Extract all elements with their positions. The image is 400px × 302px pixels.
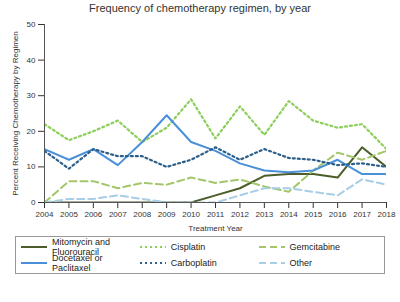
svg-text:2005: 2005 bbox=[60, 210, 78, 219]
svg-text:2004: 2004 bbox=[36, 210, 54, 219]
svg-text:Percent Receiving Chemotherapy: Percent Receiving Chemotherapy by Regime… bbox=[11, 31, 20, 196]
html-text:Gemcitabine: Gemcitabine bbox=[289, 242, 341, 252]
html-text:Other: Other bbox=[289, 258, 313, 268]
html-text:Mitomycin and Fluorouracil: Mitomycin and Fluorouracil bbox=[52, 237, 110, 257]
svg-text:2015: 2015 bbox=[304, 210, 322, 219]
svg-text:2016: 2016 bbox=[329, 210, 347, 219]
svg-text:2006: 2006 bbox=[84, 210, 102, 219]
svg-text:2014: 2014 bbox=[280, 210, 298, 219]
svg-text:2007: 2007 bbox=[109, 210, 127, 219]
svg-text:40: 40 bbox=[27, 56, 36, 65]
svg-text:20: 20 bbox=[27, 127, 36, 136]
svg-text:2017: 2017 bbox=[353, 210, 371, 219]
svg-text:2012: 2012 bbox=[231, 210, 249, 219]
svg-text:2009: 2009 bbox=[158, 210, 176, 219]
html-text:Cisplatin: Cisplatin bbox=[170, 242, 206, 252]
svg-text:2011: 2011 bbox=[207, 210, 225, 219]
svg-text:0: 0 bbox=[31, 198, 36, 207]
html-text:Docetaxel or Paclitaxel: Docetaxel or Paclitaxel bbox=[52, 253, 103, 273]
svg-text:2008: 2008 bbox=[133, 210, 151, 219]
svg-text:2010: 2010 bbox=[182, 210, 200, 219]
html-text:Carboplatin: Carboplatin bbox=[170, 258, 217, 268]
svg-text:10: 10 bbox=[27, 162, 36, 171]
svg-text:30: 30 bbox=[27, 91, 36, 100]
svg-text:50: 50 bbox=[27, 20, 36, 29]
svg-text:2018: 2018 bbox=[378, 210, 396, 219]
svg-text:2013: 2013 bbox=[255, 210, 273, 219]
svg-text:Treatment Year: Treatment Year bbox=[188, 224, 243, 233]
html-text:Frequency of chemotherapy regi: Frequency of chemotherapy regimen, by ye… bbox=[89, 2, 311, 14]
